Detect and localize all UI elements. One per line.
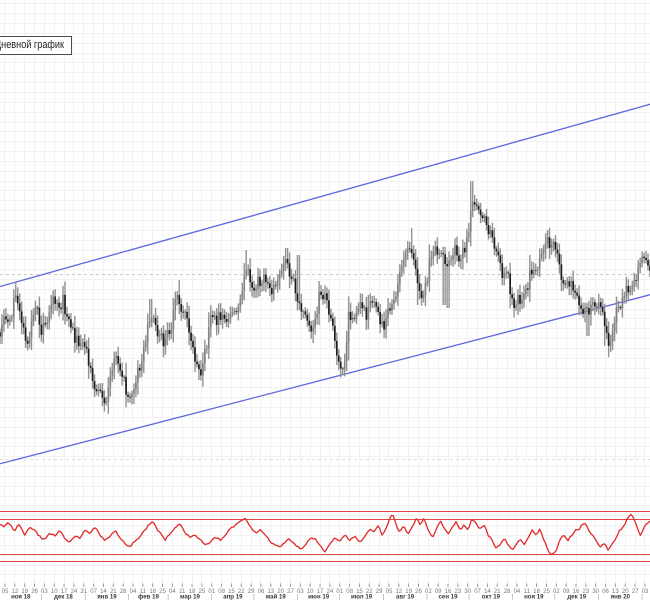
- svg-text:24: 24: [71, 589, 78, 595]
- svg-text:30: 30: [592, 589, 599, 595]
- svg-text:03: 03: [642, 589, 649, 595]
- svg-text:11: 11: [524, 589, 531, 595]
- svg-text:18: 18: [149, 589, 156, 595]
- svg-text:14: 14: [484, 589, 491, 595]
- svg-text:02: 02: [553, 589, 560, 595]
- svg-text:дек 19: дек 19: [567, 594, 586, 600]
- svg-text:23: 23: [583, 589, 590, 595]
- svg-text:09: 09: [563, 589, 570, 595]
- svg-text:|: |: [167, 594, 169, 600]
- svg-text:03: 03: [297, 589, 304, 595]
- svg-text:22: 22: [238, 589, 245, 595]
- svg-text:|: |: [253, 594, 255, 600]
- svg-text:25: 25: [543, 589, 550, 595]
- svg-text:06: 06: [258, 589, 265, 595]
- svg-text:04: 04: [169, 589, 176, 595]
- svg-text:13: 13: [267, 589, 274, 595]
- svg-text:фев 19: фев 19: [138, 594, 159, 600]
- svg-text:|: |: [641, 594, 643, 600]
- svg-text:сен 19: сен 19: [439, 594, 459, 600]
- svg-text:май 19: май 19: [266, 594, 287, 600]
- svg-text:|: |: [426, 594, 428, 600]
- svg-text:янв 19: янв 19: [97, 594, 117, 600]
- svg-text:|: |: [297, 594, 299, 600]
- svg-text:27: 27: [287, 589, 294, 595]
- svg-text:04: 04: [514, 589, 521, 595]
- svg-text:05: 05: [386, 589, 393, 595]
- svg-text:30: 30: [464, 589, 471, 595]
- svg-text:12: 12: [12, 589, 19, 595]
- svg-text:10: 10: [307, 589, 314, 595]
- svg-text:14: 14: [100, 589, 107, 595]
- svg-text:13: 13: [612, 589, 619, 595]
- svg-text:янв 20: янв 20: [611, 594, 631, 600]
- svg-text:мар 19: мар 19: [180, 594, 201, 600]
- svg-text:|: |: [468, 594, 470, 600]
- svg-text:25: 25: [199, 589, 206, 595]
- svg-text:ноя 18: ноя 18: [11, 594, 31, 600]
- svg-text:28: 28: [504, 589, 511, 595]
- svg-text:02: 02: [425, 589, 432, 595]
- svg-text:25: 25: [159, 589, 166, 595]
- svg-text:июл 19: июл 19: [351, 594, 373, 600]
- svg-text:10: 10: [51, 589, 58, 595]
- svg-text:22: 22: [366, 589, 373, 595]
- svg-text:04: 04: [130, 589, 137, 595]
- svg-text:апр 19: апр 19: [223, 594, 243, 600]
- svg-text:16: 16: [445, 589, 452, 595]
- svg-text:ноя 19: ноя 19: [524, 594, 544, 600]
- svg-text:23: 23: [455, 589, 462, 595]
- svg-text:авг 19: авг 19: [396, 594, 415, 600]
- svg-text:05: 05: [2, 589, 9, 595]
- svg-text:16: 16: [573, 589, 580, 595]
- svg-text:|: |: [512, 594, 514, 600]
- svg-text:17: 17: [317, 589, 324, 595]
- svg-text:20: 20: [622, 589, 629, 595]
- svg-text:29: 29: [376, 589, 383, 595]
- svg-text:июн 19: июн 19: [308, 594, 330, 600]
- svg-text:07: 07: [90, 589, 97, 595]
- svg-text:|: |: [554, 594, 556, 600]
- svg-text:31: 31: [80, 589, 87, 595]
- svg-text:|: |: [128, 594, 130, 600]
- svg-text:08: 08: [218, 589, 225, 595]
- svg-text:17: 17: [61, 589, 68, 595]
- svg-text:|: |: [339, 594, 341, 600]
- svg-text:21: 21: [110, 589, 117, 595]
- svg-text:|: |: [211, 594, 213, 600]
- svg-text:15: 15: [356, 589, 363, 595]
- svg-text:08: 08: [346, 589, 353, 595]
- svg-text:19: 19: [405, 589, 412, 595]
- svg-text:|: |: [598, 594, 600, 600]
- svg-text:01: 01: [208, 589, 215, 595]
- svg-text:|: |: [84, 594, 86, 600]
- svg-text:18: 18: [533, 589, 540, 595]
- svg-text:19: 19: [21, 589, 28, 595]
- svg-text:|: |: [382, 594, 384, 600]
- svg-text:01: 01: [336, 589, 343, 595]
- svg-text:24: 24: [327, 589, 334, 595]
- svg-text:06: 06: [602, 589, 609, 595]
- svg-text:07: 07: [474, 589, 481, 595]
- svg-text:03: 03: [41, 589, 48, 595]
- svg-text:27: 27: [632, 589, 639, 595]
- svg-text:26: 26: [31, 589, 38, 595]
- svg-text:11: 11: [140, 589, 147, 595]
- svg-text:11: 11: [179, 589, 186, 595]
- svg-text:|: |: [41, 594, 43, 600]
- svg-text:15: 15: [228, 589, 235, 595]
- svg-text:26: 26: [415, 589, 422, 595]
- svg-text:28: 28: [120, 589, 127, 595]
- svg-text:09: 09: [435, 589, 442, 595]
- svg-text:окт 19: окт 19: [482, 594, 501, 600]
- svg-text:дек 18: дек 18: [54, 594, 73, 600]
- svg-text:29: 29: [248, 589, 255, 595]
- svg-text:12: 12: [395, 589, 402, 595]
- svg-text:18: 18: [189, 589, 196, 595]
- svg-text:21: 21: [494, 589, 501, 595]
- svg-text:20: 20: [277, 589, 284, 595]
